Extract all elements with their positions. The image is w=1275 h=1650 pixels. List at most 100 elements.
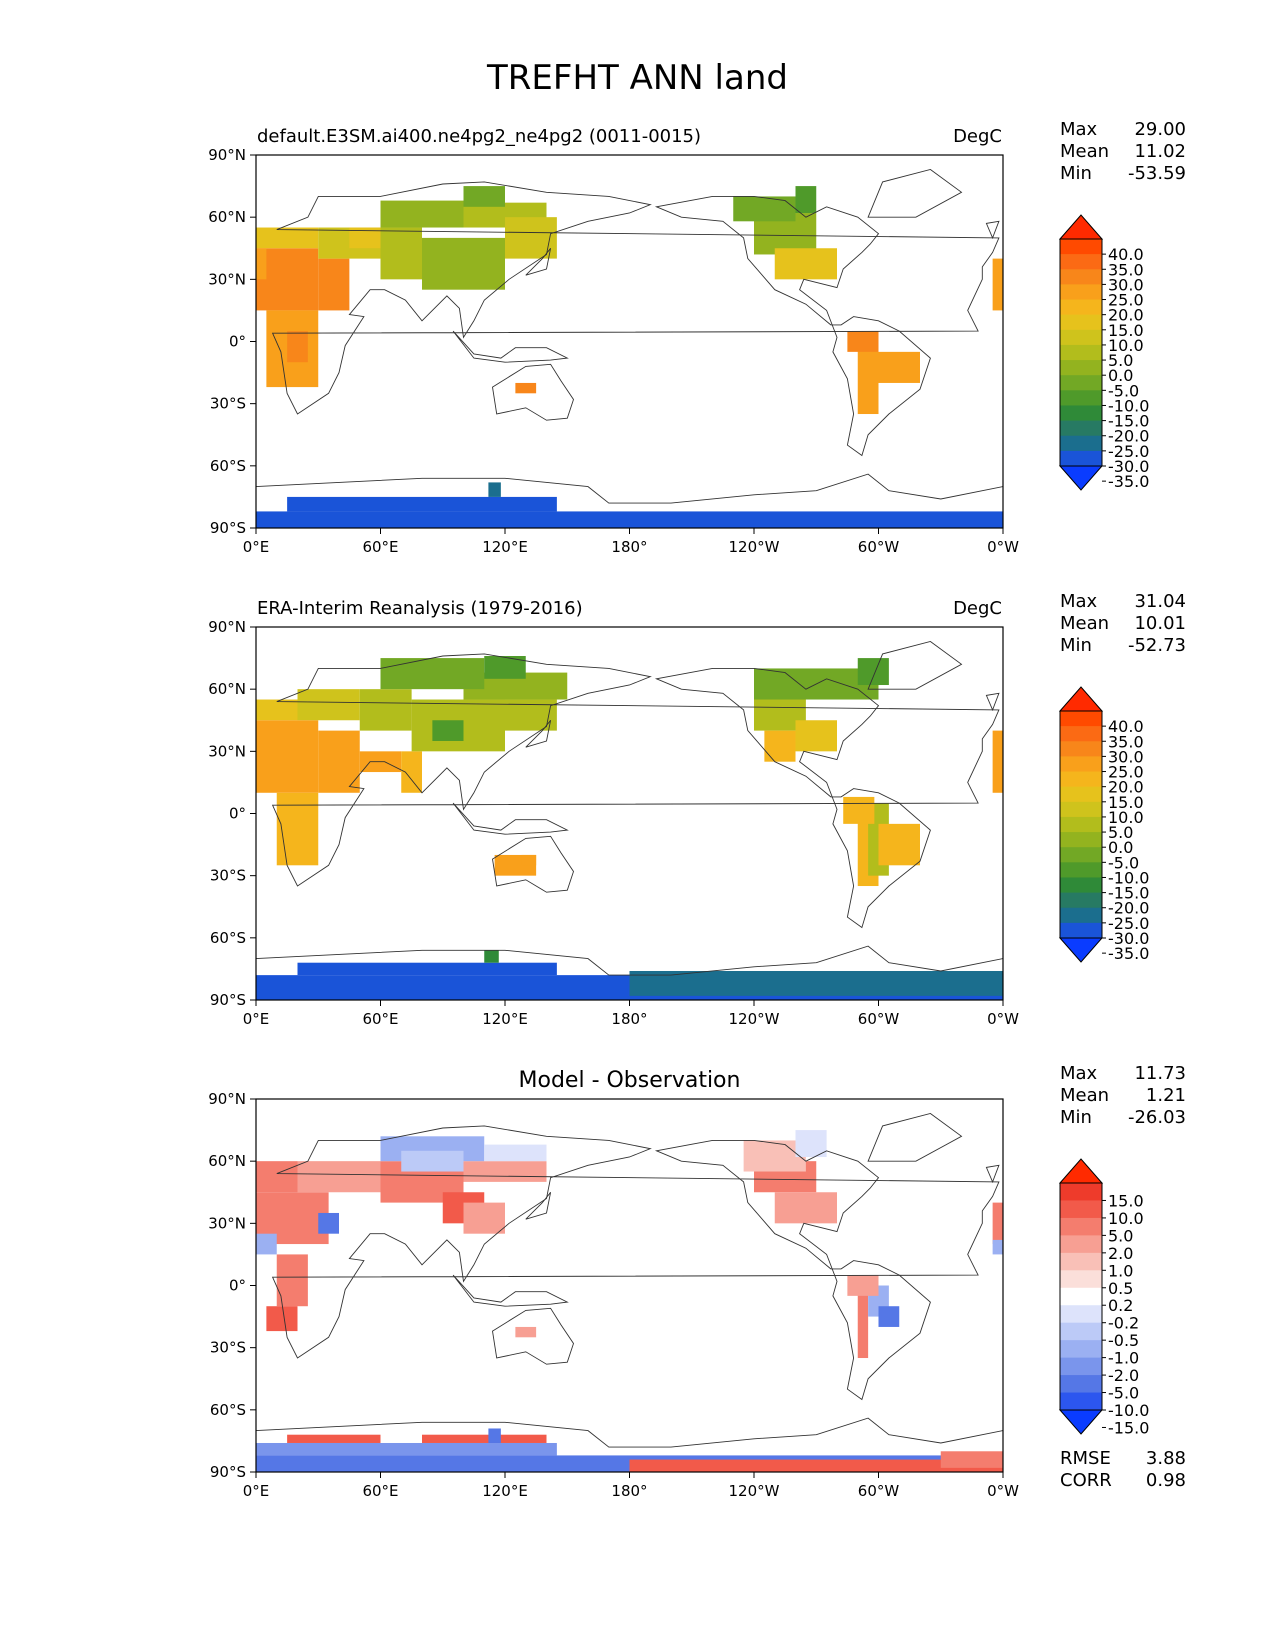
x-tick-label: 120°E	[482, 1482, 528, 1500]
y-tick-label: 30°N	[208, 742, 246, 760]
x-tick-label: 0°W	[987, 1010, 1019, 1028]
x-tick-label: 60°E	[362, 1010, 398, 1028]
colorbar-tick-label: 30.0	[1108, 747, 1144, 766]
coastline	[271, 181, 1000, 415]
data-cell	[505, 217, 557, 259]
colorbar-tick-label: 0.0	[1108, 838, 1133, 857]
data-cell	[256, 227, 319, 249]
y-tick-label: 30°N	[208, 270, 246, 288]
colorbar-tick-label: 35.0	[1108, 732, 1144, 751]
data-cell	[380, 658, 485, 690]
stat-label: Max	[1060, 1063, 1098, 1084]
colorbar-swatch	[1060, 390, 1102, 406]
stat-value: 29.00	[1134, 119, 1186, 140]
data-cell	[774, 1192, 837, 1224]
colorbar-tick-label: 5.0	[1108, 1226, 1133, 1245]
colorbar-frame	[1059, 710, 1103, 939]
colorbar-swatch	[1060, 862, 1102, 878]
data-cell	[629, 970, 1003, 996]
data-cell	[256, 699, 298, 721]
colorbar-extend-top	[1058, 214, 1104, 240]
x-tick-label: 60°W	[858, 1010, 900, 1028]
colorbar-swatch	[1060, 1252, 1102, 1271]
stat-label: Mean	[1060, 1085, 1109, 1106]
colorbar-swatch	[1060, 1270, 1102, 1289]
colorbar-tick-label: 15.0	[1108, 1191, 1144, 1210]
panel-title: ERA-Interim Reanalysis (1979-2016)	[257, 598, 583, 619]
colorbar-tick-label: -5.0	[1108, 1384, 1139, 1403]
colorbar-swatch	[1060, 801, 1102, 818]
colorbar-tick-label: 20.0	[1108, 306, 1144, 325]
colorbar-tick-label: 0.5	[1108, 1279, 1133, 1298]
y-tick-label: 30°S	[210, 395, 246, 413]
map-panel-3: 0°E 60°E 120°E 180° 120°W 60°W 0°W 90°N 60°N 30°N…	[208, 1063, 1186, 1500]
colorbar-tick-label: -20.0	[1108, 427, 1149, 446]
x-tick-label: 0°W	[987, 1482, 1019, 1500]
map-panel-1: 0°E 60°E 120°E 180° 120°W 60°W 0°W 90°N 60°N 30°N…	[208, 119, 1186, 556]
y-tick-label: 90°S	[210, 519, 246, 537]
y-tick-label: 30°N	[208, 1214, 246, 1232]
figure-title: TREFHT ANN land	[487, 58, 788, 98]
y-tick-label: 60°N	[208, 1152, 246, 1170]
colorbar-tick-label: -35.0	[1108, 472, 1149, 491]
y-tick-label: 90°N	[208, 1090, 246, 1108]
y-tick-label: 0°	[229, 1277, 246, 1295]
data-cell	[795, 720, 837, 752]
panel-title: default.E3SM.ai400.ne4pg2_ne4pg2 (0011-0…	[257, 126, 701, 147]
colorbar-swatch	[1060, 1340, 1102, 1359]
colorbar-swatch	[1060, 1357, 1102, 1376]
data-cell	[878, 1306, 900, 1327]
colorbar-swatch	[1060, 420, 1102, 437]
plot-frame	[255, 154, 1004, 529]
colorbar-tick-label: -25.0	[1108, 914, 1149, 933]
coastline	[867, 641, 963, 690]
coastline	[985, 692, 1000, 712]
data-cell	[432, 720, 464, 741]
x-tick-label: 180°	[611, 1010, 647, 1028]
coastline	[452, 802, 569, 835]
coastline	[256, 1417, 1003, 1472]
colorbar-swatch	[1060, 314, 1102, 331]
stat-label: RMSE	[1060, 1448, 1111, 1469]
colorbar-tick-label: -20.0	[1108, 899, 1149, 918]
data-cell	[297, 1161, 381, 1193]
data-cell	[318, 258, 350, 311]
stat-value: 10.01	[1134, 613, 1186, 634]
coastline	[654, 667, 931, 929]
colorbar-tick-label: 5.0	[1108, 823, 1133, 842]
data-cell	[256, 1233, 277, 1255]
x-tick-label: 60°E	[362, 538, 398, 556]
colorbar-tick-label: 0.0	[1108, 366, 1133, 385]
data-cell	[488, 1428, 501, 1443]
stat-label: Max	[1060, 119, 1098, 140]
colorbar-swatch	[1060, 1235, 1102, 1254]
data-cell	[484, 656, 526, 679]
x-tick-label: 120°W	[729, 1482, 780, 1500]
data-cell	[484, 950, 499, 963]
colorbar-swatch	[1060, 922, 1102, 939]
data-cell	[276, 792, 319, 866]
coastline	[452, 330, 569, 363]
coastline	[525, 720, 552, 748]
x-tick-label: 0°E	[243, 538, 270, 556]
colorbar-swatch	[1060, 435, 1102, 452]
colorbar-tick-label: -10.0	[1108, 1401, 1149, 1420]
data-cell	[318, 730, 360, 793]
data-cell	[992, 730, 1003, 793]
data-cell	[992, 258, 1003, 311]
stat-value: -26.03	[1128, 1107, 1186, 1128]
colorbar-swatch	[1060, 771, 1102, 788]
panel-units: DegC	[953, 126, 1002, 147]
colorbar-tick-label: 20.0	[1108, 778, 1144, 797]
data-cell	[318, 1212, 339, 1234]
map-panel-2: 0°E 60°E 120°E 180° 120°W 60°W 0°W 90°N 60°N 30°N…	[208, 591, 1186, 1028]
data-cell	[256, 248, 267, 280]
colorbar-tick-label: -5.0	[1108, 853, 1139, 872]
data-cell	[297, 962, 557, 976]
colorbar-tick-label: -10.0	[1108, 396, 1149, 415]
y-tick-label: 60°N	[208, 680, 246, 698]
stat-label: CORR	[1060, 1470, 1112, 1491]
data-cell	[992, 1239, 1003, 1255]
colorbar-swatch	[1060, 1217, 1102, 1236]
x-tick-label: 120°E	[482, 1010, 528, 1028]
